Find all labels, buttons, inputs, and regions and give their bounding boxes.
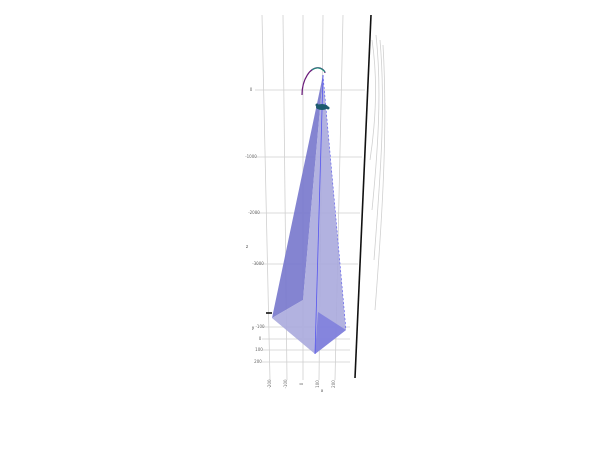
pyramid [272,74,347,355]
point-cluster [315,103,330,110]
pyramid-face-front [272,75,346,354]
x-axis-title: x [321,388,324,393]
z-tick-label: -3000 [252,261,264,266]
point [326,106,330,110]
y-tick-label: 100 [255,347,263,352]
trajectory-curve-end [311,67,326,73]
cluster [316,104,328,110]
y-axis: -100 0 100 200 y [252,324,265,364]
z-tick-label: 0 [250,87,253,92]
pyramid-face-left [272,75,323,318]
y-tick-label: 200 [254,359,262,364]
pyramid-edge [314,74,324,355]
z-tick-label: -2000 [248,210,260,215]
point [315,103,319,107]
z-tick-label: -1000 [245,154,257,159]
pyramid-edge [322,74,347,331]
grid [255,14,386,381]
y-axis-title: y [252,325,255,330]
x-tick-label: 200 [331,380,336,388]
z-axis-title: z [246,244,248,249]
y-tick-label: 0 [259,336,262,341]
axis-line [354,14,372,379]
x-axis: -200 -100 0 100 200 x [267,379,336,393]
z-axis: 0 -1000 -2000 -3000 z [245,87,264,266]
pyramid-face-base [315,312,346,354]
x-tick-label: 0 [299,382,304,385]
grid-lines-back [369,34,386,311]
x-tick-label: 100 [315,380,320,388]
x-tick-label: -100 [283,379,288,389]
x-tick-label: -200 [267,379,272,389]
y-tick-label: -100 [255,324,265,329]
